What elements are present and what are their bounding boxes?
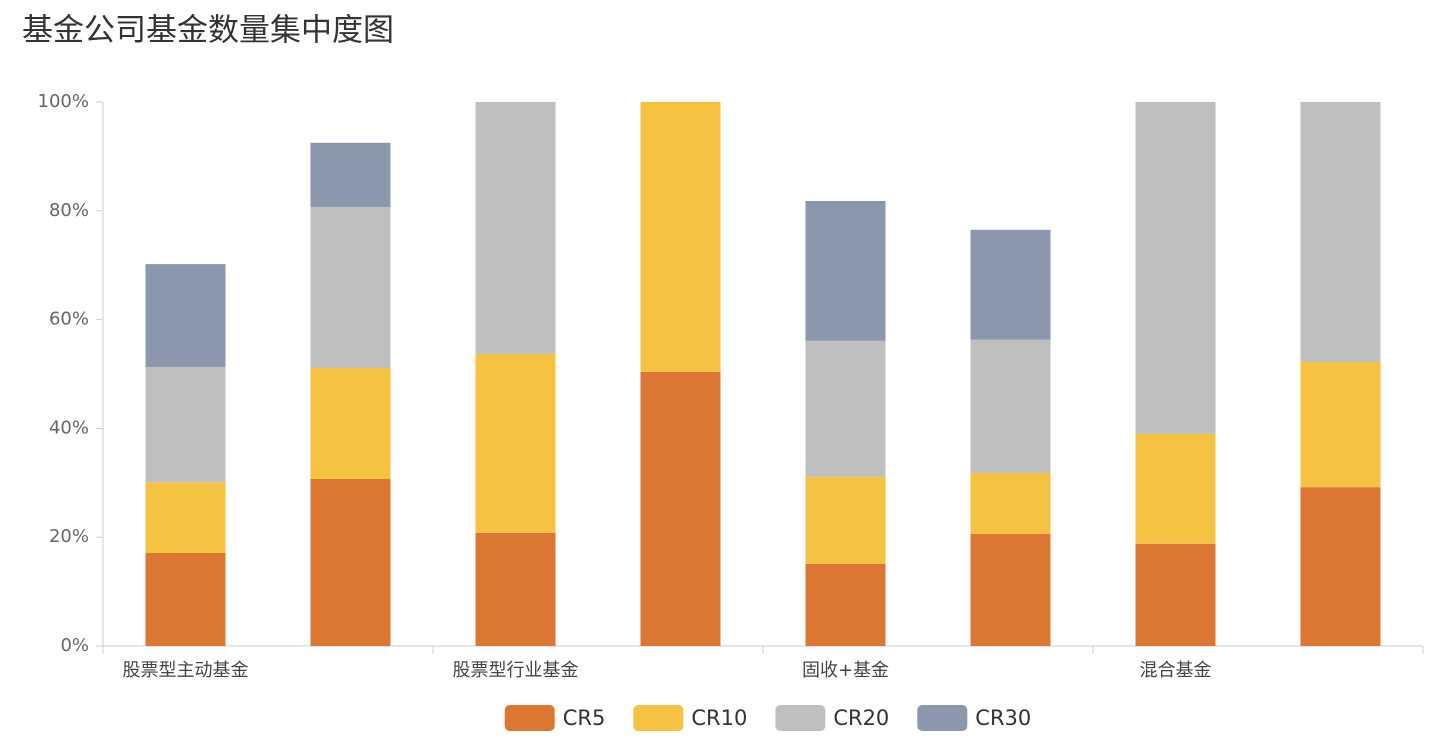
bar-segment [805, 563, 886, 646]
legend-swatch [917, 705, 968, 731]
bar-segment [310, 206, 391, 369]
bar-segment [1135, 433, 1216, 544]
bar-segment [970, 473, 1051, 534]
bar-segment [475, 532, 556, 646]
chart-title: 基金公司基金数量集中度图 [22, 13, 394, 49]
x-tick-label: 混合基金 [1140, 660, 1212, 681]
y-tick-label: 20% [49, 526, 89, 547]
legend-label: CR30 [975, 706, 1031, 730]
bar-segment [970, 533, 1051, 646]
bar-segment [970, 339, 1051, 474]
bar-segment [475, 102, 556, 354]
bar-segment [145, 366, 226, 483]
bar-segment [475, 353, 556, 533]
bar-segment [1300, 487, 1381, 646]
legend-swatch [504, 705, 555, 731]
x-tick-label: 固收+基金 [802, 660, 889, 681]
y-tick-label: 60% [49, 309, 89, 330]
legend-swatch [633, 705, 684, 731]
legend-label: CR5 [563, 706, 606, 730]
bar-segment [310, 368, 391, 479]
bar-segment [145, 264, 226, 367]
bar-segment [640, 371, 721, 646]
bar-segment [310, 478, 391, 646]
bar-segment [1135, 102, 1216, 434]
y-tick-label: 100% [38, 91, 89, 112]
y-tick-label: 80% [49, 200, 89, 221]
x-tick-label: 股票型主动基金 [123, 660, 249, 681]
bar-segment [640, 102, 721, 372]
legend-label: CR10 [691, 706, 747, 730]
bar-segment [1135, 543, 1216, 646]
bar-segment [805, 476, 886, 564]
y-tick-label: 40% [49, 417, 89, 438]
legend-label: CR20 [833, 706, 889, 730]
bar-segment [145, 482, 226, 553]
bar-segment [1300, 362, 1381, 488]
x-tick-label: 股票型行业基金 [453, 660, 579, 681]
bar-segment [805, 340, 886, 477]
bar-segment [805, 201, 886, 341]
y-tick-label: 0% [60, 635, 89, 656]
legend-swatch [775, 705, 826, 731]
bar-segment [970, 229, 1051, 340]
bar-segment [1300, 102, 1381, 363]
bar-segment [310, 142, 391, 207]
bar-segment [145, 552, 226, 646]
